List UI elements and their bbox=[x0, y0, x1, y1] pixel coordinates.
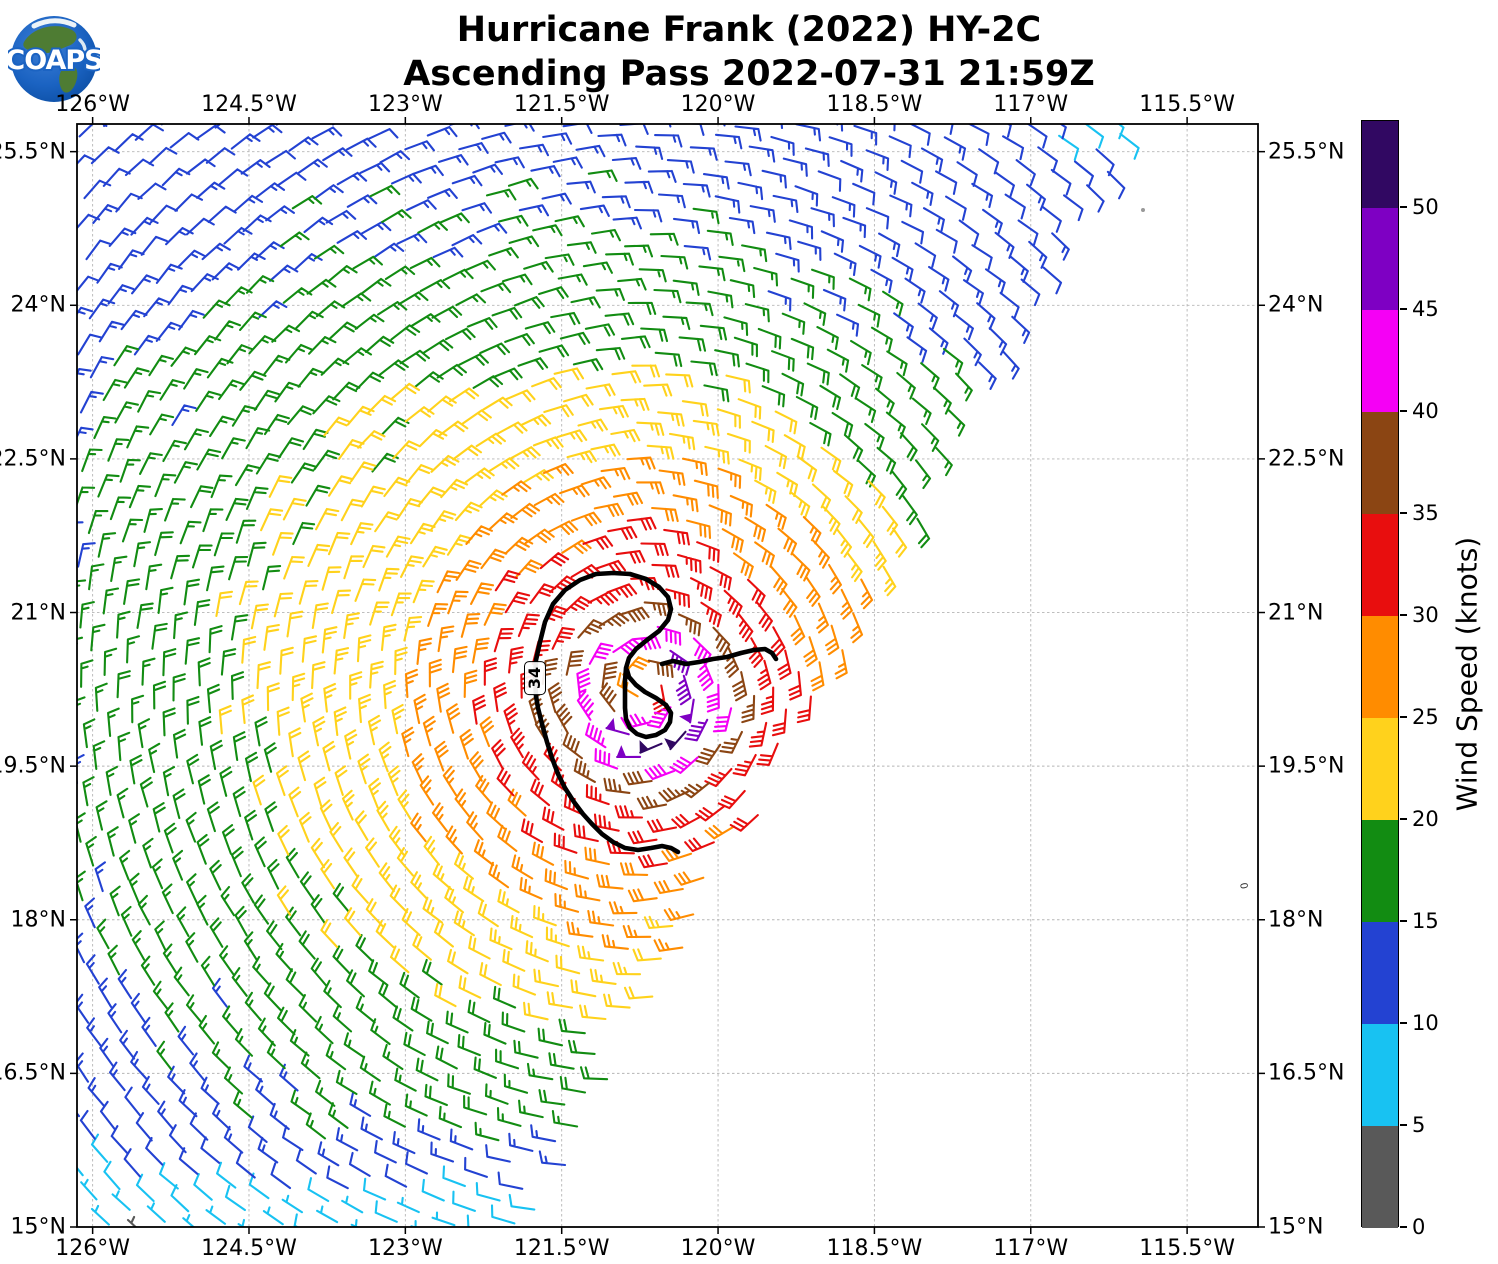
axis-ticks bbox=[70, 117, 1265, 1234]
cloud-swirl bbox=[31, 18, 77, 29]
barb-layer bbox=[605, 649, 709, 759]
y-tick-label-right: 15°N bbox=[1268, 1214, 1324, 1240]
barb-layer bbox=[401, 456, 874, 952]
chart-title: Hurricane Frank (2022) HY-2C Ascending P… bbox=[0, 8, 1498, 96]
x-tick-label-top: 117°W bbox=[993, 92, 1069, 117]
barb-layer bbox=[215, 364, 908, 1021]
barb-layer bbox=[77, 124, 1126, 1190]
colorbar-segment bbox=[1362, 514, 1398, 616]
x-tick-label-top: 118.5°W bbox=[826, 92, 923, 117]
colorbar-tick-label: 20 bbox=[1412, 807, 1439, 831]
plot-border bbox=[76, 123, 1259, 1228]
colorbar-tick bbox=[1400, 512, 1407, 514]
colorbar-segment bbox=[1362, 718, 1398, 820]
x-tick-label-bottom: 115.5°W bbox=[1139, 1236, 1235, 1261]
north-america-shape bbox=[23, 26, 77, 54]
colorbar-segment bbox=[1362, 121, 1398, 208]
colorbar-tick-label: 0 bbox=[1412, 1215, 1426, 1239]
x-tick-label-top: 115.5°W bbox=[1139, 92, 1235, 117]
x-tick-label-top: 124.5°W bbox=[201, 92, 297, 117]
colorbar-tick bbox=[1400, 1124, 1407, 1126]
y-tick-label-left: 18°N bbox=[10, 907, 66, 933]
colorbar-tick bbox=[1400, 410, 1407, 412]
y-tick-label-left: 25.5°N bbox=[0, 139, 66, 165]
colorbar-segment bbox=[1362, 922, 1398, 1024]
colorbar-tick bbox=[1400, 1226, 1407, 1228]
colorbar-tick-label: 40 bbox=[1412, 399, 1439, 423]
colorbar-axis-label: Wind Speed (knots) bbox=[1450, 536, 1484, 812]
wind-barb-plot bbox=[70, 117, 1265, 1234]
colorbar-tick bbox=[1400, 818, 1407, 820]
y-tick-label-right: 16.5°N bbox=[1268, 1060, 1345, 1086]
colorbar-segment bbox=[1362, 616, 1398, 718]
colorbar-tick-label: 45 bbox=[1412, 297, 1439, 321]
title-line-2: Ascending Pass 2022-07-31 21:59Z bbox=[403, 54, 1095, 94]
x-tick-label-bottom: 126°W bbox=[55, 1236, 130, 1261]
x-tick-label-bottom: 121.5°W bbox=[513, 1236, 610, 1261]
colorbar-tick bbox=[1400, 308, 1407, 310]
title-line-1: Hurricane Frank (2022) HY-2C bbox=[456, 10, 1042, 50]
y-tick-label-left: 15°N bbox=[10, 1214, 66, 1240]
colorbar-tick-label: 30 bbox=[1412, 603, 1439, 627]
y-tick-label-right: 25.5°N bbox=[1268, 139, 1345, 165]
colorbar-tick bbox=[1400, 716, 1407, 718]
y-tick-label-right: 18°N bbox=[1268, 907, 1324, 933]
y-tick-label-right: 19.5°N bbox=[1268, 753, 1345, 779]
y-tick-label-left: 16.5°N bbox=[0, 1060, 66, 1086]
x-tick-label-bottom: 118.5°W bbox=[826, 1236, 923, 1261]
contour-label-34: 34 bbox=[524, 660, 546, 696]
colorbar-segment bbox=[1362, 820, 1398, 922]
colorbar-tick-label: 10 bbox=[1412, 1011, 1439, 1035]
x-tick-label-bottom: 124.5°W bbox=[201, 1236, 297, 1261]
barb-layer bbox=[528, 601, 756, 810]
y-tick-label-left: 19.5°N bbox=[0, 753, 66, 779]
x-tick-label-bottom: 123°W bbox=[367, 1236, 443, 1261]
y-tick-label-left: 24°N bbox=[10, 292, 66, 318]
colorbar-tick-label: 15 bbox=[1412, 909, 1439, 933]
y-tick-label-left: 22.5°N bbox=[0, 446, 66, 472]
colorbar-tick bbox=[1400, 614, 1407, 616]
colorbar-segment bbox=[1362, 208, 1398, 310]
y-tick-label-left: 21°N bbox=[10, 600, 66, 625]
stray-data-dot bbox=[1141, 208, 1145, 212]
x-tick-label-bottom: 120°W bbox=[680, 1236, 756, 1261]
cloud-swirl-2 bbox=[78, 38, 87, 59]
contour-34 bbox=[532, 570, 779, 855]
y-tick-label-right: 21°N bbox=[1268, 600, 1324, 625]
logo-text: COAPS bbox=[8, 45, 100, 76]
y-tick-label-right: 24°N bbox=[1268, 292, 1324, 318]
colorbar-tick bbox=[1400, 1022, 1407, 1024]
x-tick-label-top: 126°W bbox=[55, 92, 130, 117]
colorbar-tick-label: 25 bbox=[1412, 705, 1439, 729]
barb-flags bbox=[639, 738, 677, 754]
x-tick-label-top: 120°W bbox=[680, 92, 756, 117]
y-tick-label-right: 22.5°N bbox=[1268, 446, 1345, 472]
x-tick-label-top: 123°W bbox=[367, 92, 443, 117]
south-america-shape bbox=[59, 65, 78, 93]
central-america-shape bbox=[51, 54, 66, 67]
colorbar-tick-label: 50 bbox=[1412, 195, 1439, 219]
colorbar-segment bbox=[1362, 1024, 1398, 1126]
barb-layer bbox=[77, 169, 973, 1142]
barb-flags bbox=[605, 713, 693, 758]
colorbar-segment bbox=[1362, 310, 1398, 412]
coaps-logo: COAPS bbox=[8, 16, 100, 102]
colorbar-tick bbox=[1400, 920, 1407, 922]
x-tick-label-bottom: 117°W bbox=[993, 1236, 1069, 1261]
colorbar-tick-label: 5 bbox=[1412, 1113, 1426, 1137]
colorbar bbox=[1361, 120, 1399, 1228]
colorbar-segment bbox=[1362, 412, 1398, 514]
x-tick-label-top: 121.5°W bbox=[513, 92, 610, 117]
colorbar-segment bbox=[1362, 1126, 1398, 1228]
colorbar-tick bbox=[1400, 206, 1407, 208]
colorbar-tick-label: 35 bbox=[1412, 501, 1439, 525]
wind-barbs bbox=[77, 124, 1140, 1227]
